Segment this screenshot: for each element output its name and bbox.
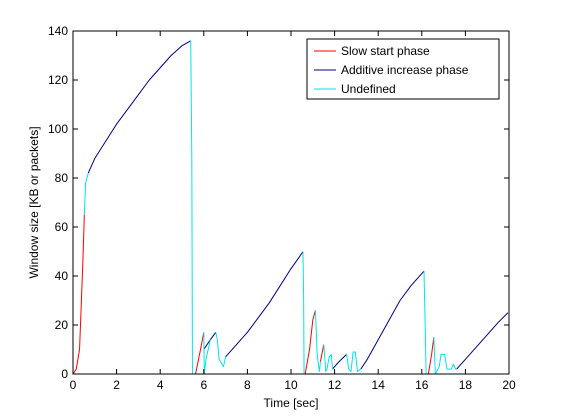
legend-box <box>306 38 500 100</box>
x-tick-label: 12 <box>328 378 342 392</box>
x-tick-label: 4 <box>157 378 164 392</box>
legend-entry: Undefined <box>341 82 396 96</box>
y-tick-label: 60 <box>55 220 69 234</box>
series-line-segment <box>456 312 509 370</box>
series-line-segment <box>433 337 457 374</box>
series-line-segment <box>304 310 316 374</box>
x-tick-label: 20 <box>502 378 516 392</box>
series-line-segment <box>332 354 347 370</box>
x-axis-label: Time [sec] <box>264 396 319 410</box>
x-tick-label: 0 <box>70 378 77 392</box>
series-line-segment <box>427 337 435 374</box>
legend: Slow start phase Additive increase phase U… <box>306 38 500 100</box>
series-line-segment <box>83 172 89 215</box>
series-line-segment <box>346 351 362 373</box>
series-line-segment <box>319 344 325 362</box>
series-line-segment <box>314 310 321 373</box>
y-axis-ticks: 0 20 40 60 80 100 120 140 <box>48 24 509 381</box>
x-tick-label: 18 <box>459 378 473 392</box>
legend-entry: Additive increase phase <box>341 63 469 77</box>
series-line-segment <box>73 214 85 374</box>
series-additive-increase-phase <box>87 40 509 370</box>
y-tick-label: 40 <box>55 269 69 283</box>
y-tick-label: 120 <box>48 73 68 87</box>
series-slow-start-phase <box>73 214 435 374</box>
series-line-segment <box>225 251 304 358</box>
series-line-segment <box>323 344 333 373</box>
series-line-segment <box>190 40 196 374</box>
x-tick-label: 2 <box>113 378 120 392</box>
y-tick-label: 80 <box>55 171 69 185</box>
series-line-segment <box>203 332 211 374</box>
series-layer <box>73 40 509 374</box>
y-axis-label: Window size [KB or packets] <box>27 126 41 278</box>
x-tick-label: 10 <box>284 378 298 392</box>
y-tick-label: 20 <box>55 318 69 332</box>
x-tick-label: 14 <box>372 378 386 392</box>
x-tick-label: 8 <box>244 378 251 392</box>
x-axis-ticks: 0 2 4 6 8 10 12 14 16 18 20 <box>70 31 516 392</box>
series-line-segment <box>87 40 191 174</box>
series-line-segment <box>195 332 205 374</box>
series-line-segment <box>360 270 425 370</box>
series-undefined <box>83 40 457 374</box>
y-tick-label: 140 <box>48 24 68 38</box>
series-line-segment <box>215 332 227 368</box>
y-tick-label: 100 <box>48 122 68 136</box>
x-tick-label: 16 <box>415 378 429 392</box>
y-tick-label: 0 <box>61 367 68 381</box>
series-line-segment <box>302 251 306 374</box>
legend-entry: Slow start phase <box>341 44 430 58</box>
x-tick-label: 6 <box>200 378 207 392</box>
series-line-segment <box>423 271 429 374</box>
